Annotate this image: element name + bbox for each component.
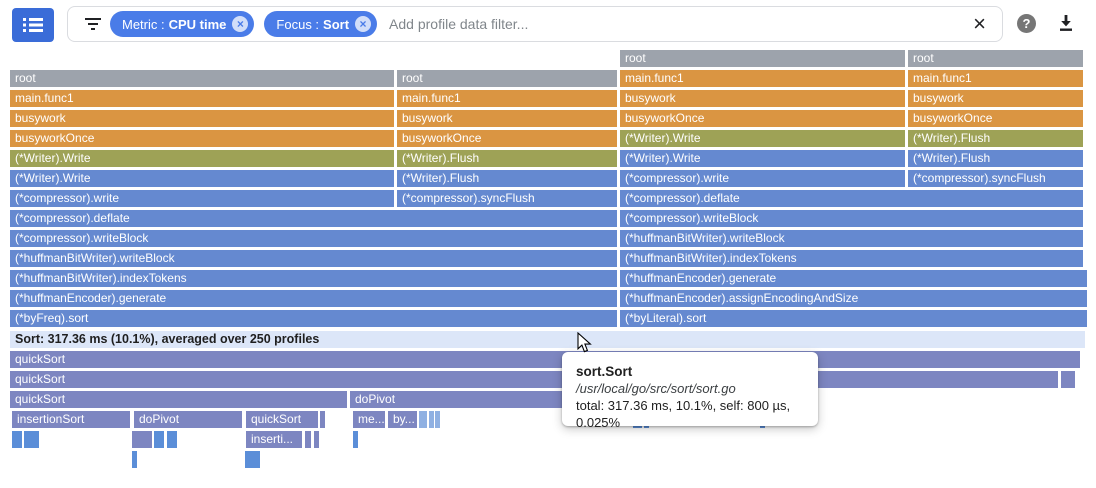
flame-frame[interactable]: busywork [10,110,394,127]
flame-frame[interactable]: busyworkOnce [10,130,394,147]
flame-frame[interactable] [305,431,311,448]
flame-frame[interactable]: main.func1 [10,90,394,107]
flame-frame[interactable] [435,411,440,428]
filter-input[interactable] [387,15,968,33]
flame-frame[interactable]: (*Writer).Flush [397,150,617,167]
filter-chip-focus[interactable]: Focus : Sort × [264,11,378,37]
filter-chip-metric[interactable]: Metric : CPU time × [110,11,255,37]
flame-frame[interactable]: busywork [397,110,617,127]
flame-frame[interactable]: (*compressor).deflate [620,190,1083,207]
flame-frame[interactable] [1061,371,1075,388]
flame-frame[interactable] [255,451,260,468]
flame-frame[interactable]: main.func1 [620,70,905,87]
flame-frame[interactable]: (*compressor).deflate [10,210,617,227]
flame-frame[interactable]: (*Writer).Flush [397,170,617,187]
flame-frame[interactable]: busyworkOnce [397,130,617,147]
tooltip-function-name: sort.Sort [576,364,633,379]
chip-prefix: Metric : [122,16,165,32]
flame-frame[interactable]: (*compressor).writeBlock [10,230,617,247]
help-icon[interactable]: ? [1017,14,1036,33]
flame-frame[interactable]: (*compressor).syncFlush [397,190,617,207]
flame-frame[interactable]: (*Writer).Write [620,150,905,167]
flame-frame[interactable]: main.func1 [908,70,1083,87]
frame-tooltip: sort.Sort /usr/local/go/src/sort/sort.go… [562,352,818,430]
flame-frame[interactable]: main.func1 [397,90,617,107]
flame-frame[interactable] [353,431,358,448]
flame-frame[interactable]: (*byFreq).sort [10,310,617,327]
flame-frame[interactable] [132,451,137,468]
selected-frame-sort[interactable]: Sort: 317.36 ms (10.1%), averaged over 2… [10,331,1085,348]
flame-frame[interactable] [172,431,177,448]
flame-frame[interactable] [34,431,39,448]
flame-frame[interactable] [12,431,22,448]
flame-frame[interactable]: (*huffmanEncoder).generate [620,270,1087,287]
chip-prefix: Focus : [276,16,320,32]
flame-frame[interactable] [132,431,152,448]
flame-frame[interactable]: (*huffmanBitWriter).writeBlock [620,230,1083,247]
chip-remove-icon[interactable]: × [355,16,372,32]
chip-value: CPU time [168,16,227,32]
flame-frame[interactable]: (*huffmanBitWriter).writeBlock [10,250,617,267]
flame-frame[interactable]: insertionSort [12,411,130,428]
flame-frame[interactable]: busyworkOnce [908,110,1083,127]
flame-frame[interactable]: quickSort [10,351,1080,368]
flame-frame[interactable]: (*huffmanEncoder).assignEncodingAndSize [620,290,1087,307]
list-icon [23,18,43,32]
clear-filters-icon[interactable]: × [973,11,986,36]
flame-frame[interactable]: quickSort [10,391,347,408]
flame-frame[interactable]: (*Writer).Write [10,150,394,167]
flame-frame[interactable]: root [397,70,617,87]
flame-frame[interactable]: busywork [620,90,905,107]
chip-value: Sort [323,16,350,32]
flame-frame[interactable]: busyworkOnce [620,110,905,127]
flame-frame[interactable]: (*huffmanEncoder).generate [10,290,617,307]
profile-list-button[interactable] [12,8,54,42]
flame-frame[interactable] [154,431,164,448]
flame-frame[interactable]: quickSort [246,411,318,428]
flame-frame[interactable]: (*Writer).Flush [908,150,1083,167]
flame-frame[interactable]: root [10,70,394,87]
flame-frame[interactable]: me... [353,411,385,428]
flame-frame[interactable] [320,411,325,428]
flame-frame[interactable] [29,431,34,448]
filter-bar: Metric : CPU time × Focus : Sort × × [67,6,1003,42]
flame-frame[interactable] [429,411,434,428]
flame-frame[interactable]: quickSort [10,371,1058,388]
flame-frame[interactable]: root [908,50,1083,67]
flame-frame[interactable]: (*byLiteral).sort [620,310,1087,327]
flame-frame[interactable]: (*compressor).writeBlock [620,210,1083,227]
flame-frame[interactable]: (*huffmanBitWriter).indexTokens [10,270,617,287]
flame-frame[interactable]: root [620,50,905,67]
chip-remove-icon[interactable]: × [232,16,249,32]
flame-frame[interactable] [314,431,319,448]
filter-list-icon [84,18,102,30]
flame-frame[interactable] [245,451,250,468]
flame-frame[interactable]: (*compressor).syncFlush [908,170,1083,187]
flame-frame[interactable] [419,411,427,428]
flame-frame[interactable]: (*huffmanBitWriter).indexTokens [620,250,1083,267]
flame-frame[interactable] [250,451,255,468]
tooltip-source-path: /usr/local/go/src/sort/sort.go [576,381,736,396]
flame-frame[interactable] [24,431,29,448]
flame-frame[interactable]: (*compressor).write [620,170,905,187]
flame-frame[interactable]: doPivot [134,411,242,428]
flame-frame[interactable]: inserti... [246,431,302,448]
flame-frame[interactable]: by... [388,411,417,428]
flame-frame[interactable]: (*compressor).write [10,190,394,207]
flame-frame[interactable]: (*Writer).Write [10,170,394,187]
flame-frame[interactable] [167,431,172,448]
flame-frame[interactable]: busywork [908,90,1083,107]
download-icon[interactable] [1056,13,1076,33]
tooltip-stats: total: 317.36 ms, 10.1%, self: 800 µs, 0… [576,398,791,430]
flame-frame[interactable]: (*Writer).Write [620,130,905,147]
flame-frame[interactable]: (*Writer).Flush [908,130,1083,147]
